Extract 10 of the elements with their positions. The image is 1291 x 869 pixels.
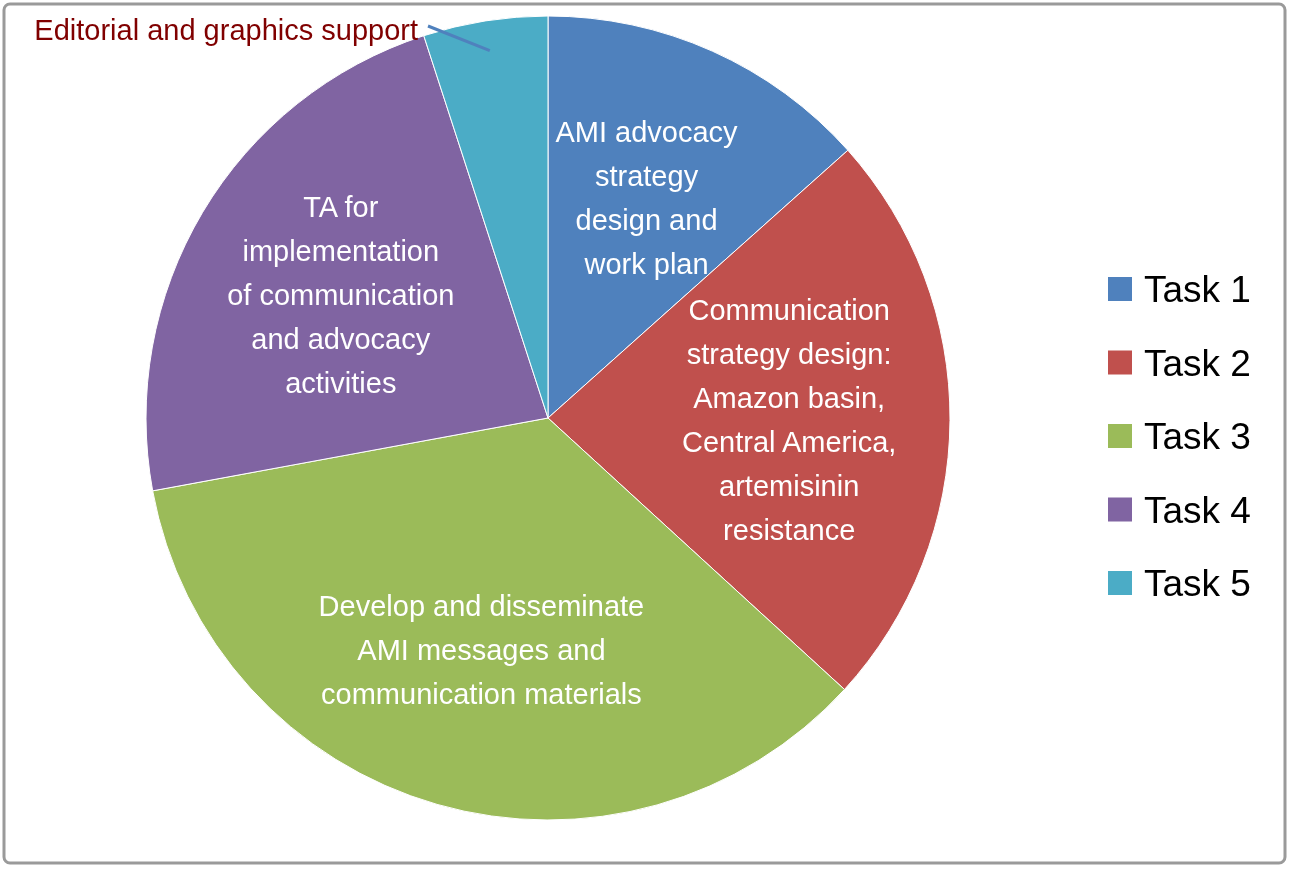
text: Editorial and graphics support: [34, 14, 418, 46]
text: Communication strategy design: Amazon basin, Central America, artemisinin resistance: [682, 293, 897, 546]
legend-label: Task 1: [1144, 269, 1251, 310]
legend-label: Task 2: [1144, 342, 1251, 384]
legend-label: Task 4: [1144, 489, 1251, 531]
text: Develop and disseminate AMI messages and communication materials: [318, 589, 645, 710]
text: AMI advocacy strategy design and work plan: [555, 115, 739, 280]
legend-label: Task 5: [1144, 563, 1251, 604]
legend-label: Task 3: [1144, 416, 1251, 457]
text: TA for implementation of communication and advocacy activities: [227, 190, 455, 399]
